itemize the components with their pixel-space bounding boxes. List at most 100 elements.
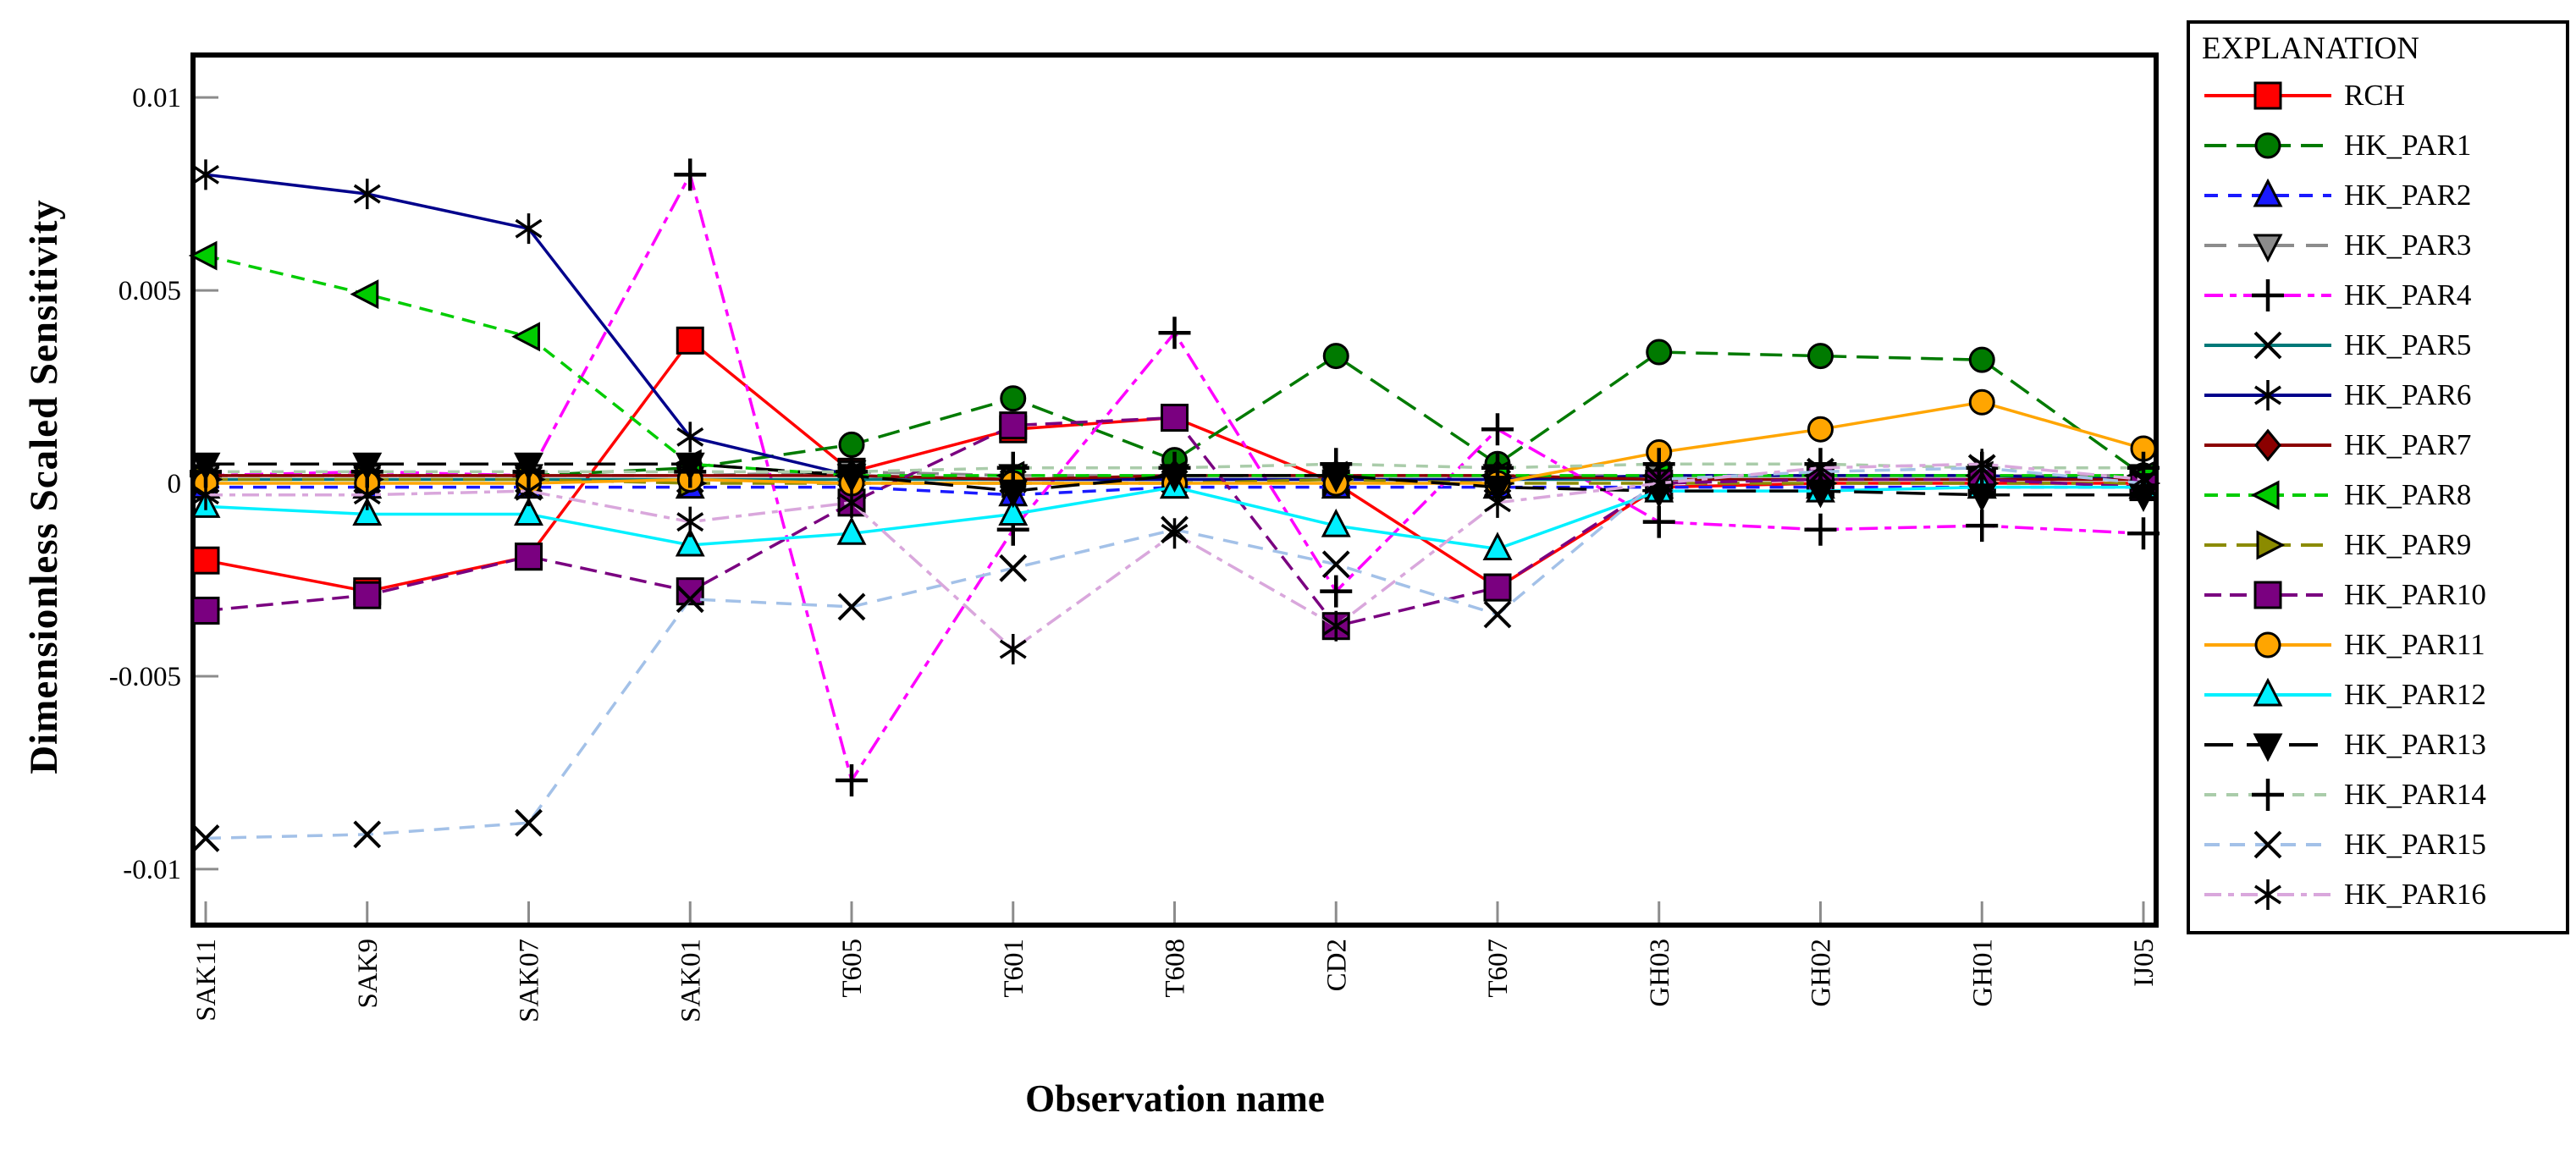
triangle-down-marker [1966, 483, 1997, 512]
legend-item-HK_PAR11: HK_PAR11 [2200, 620, 2566, 669]
legend-item-HK_PAR7: HK_PAR7 [2200, 420, 2566, 470]
square-marker [2253, 581, 2282, 609]
legend-label: HK_PAR10 [2344, 577, 2486, 611]
legend-sample [2204, 733, 2331, 762]
legend-label: HK_PAR13 [2344, 727, 2486, 761]
legend-label: HK_PAR16 [2344, 877, 2486, 911]
legend-label: HK_PAR15 [2344, 827, 2486, 861]
x-tick-label: GH02 [1807, 939, 1837, 1007]
x-tick-label: T608 [1161, 939, 1191, 998]
legend-item-HK_PAR16: HK_PAR16 [2200, 869, 2566, 919]
asterisk-marker [2254, 379, 2281, 410]
x-tick-label: T607 [1483, 939, 1514, 998]
x-tick-label: GH01 [1967, 939, 1998, 1007]
legend-sample [2204, 81, 2331, 109]
plus-marker [2252, 778, 2284, 811]
asterisk-marker [676, 421, 704, 453]
legend-sample [2204, 778, 2331, 811]
legend-item-HK_PAR10: HK_PAR10 [2200, 570, 2566, 620]
legend-sample [2204, 581, 2331, 609]
asterisk-marker [1968, 449, 1996, 480]
legend-rows: RCH HK_PAR1 HK_PAR2 HK_PAR3 HK_PAR4 HK_PAR5 HK… [2200, 70, 2566, 919]
legend-label: HK_PAR11 [2344, 627, 2485, 661]
legend-box: EXPLANATION RCH HK_PAR1 HK_PAR2 HK_PAR3 HK_P… [2187, 20, 2569, 934]
x-tick-label: GH03 [1645, 939, 1675, 1007]
asterisk-marker [353, 179, 381, 210]
legend-sample [2204, 530, 2331, 559]
legend-sample [2204, 480, 2331, 510]
x-tick-label: CD2 [1321, 939, 1352, 991]
legend-label: HK_PAR4 [2344, 278, 2472, 311]
square-marker [353, 581, 382, 609]
x-tick-label: SAK01 [676, 939, 706, 1022]
plus-marker [2252, 278, 2284, 311]
plus-marker [1966, 510, 1999, 543]
x-tick-label: T601 [999, 939, 1029, 998]
x-marker [2253, 830, 2282, 858]
legend-label: HK_PAR3 [2344, 228, 2472, 262]
x-axis: SAK11 SAK9 SAK07 SAK01 T605 T601 T608 CD2 T607 GH… [191, 901, 2160, 1022]
asterisk-marker [1484, 487, 1511, 518]
plus-marker [836, 764, 868, 797]
diamond-marker [2254, 428, 2281, 461]
legend-sample [2204, 234, 2331, 262]
legend-sample [2204, 132, 2331, 158]
x-tick-label: SAK9 [353, 939, 383, 1009]
asterisk-marker [2254, 879, 2281, 910]
asterisk-marker [1807, 452, 1834, 483]
legend-label: HK_PAR6 [2344, 377, 2472, 411]
square-marker [191, 546, 220, 575]
x-axis-title: Observation name [1025, 1077, 1325, 1120]
legend-item-HK_PAR14: HK_PAR14 [2200, 769, 2566, 819]
asterisk-marker [515, 476, 543, 507]
asterisk-marker [1645, 468, 1673, 499]
legend-item-HK_PAR13: HK_PAR13 [2200, 719, 2566, 769]
triangle-down-marker [2253, 733, 2283, 762]
y-tick-label: 0.01 [132, 83, 181, 113]
plus-marker [1320, 575, 1353, 608]
x-marker [2253, 331, 2282, 359]
legend-label: HK_PAR7 [2344, 427, 2472, 461]
legend-item-HK_PAR4: HK_PAR4 [2200, 270, 2566, 320]
x-marker [837, 592, 866, 621]
legend-item-HK_PAR8: HK_PAR8 [2200, 470, 2566, 520]
square-marker [1483, 573, 1512, 602]
circle-marker [2254, 631, 2281, 658]
legend-label: HK_PAR1 [2344, 128, 2472, 162]
plus-marker [1158, 451, 1191, 484]
plus-marker [2127, 517, 2160, 550]
x-tick-label: SAK07 [515, 939, 545, 1022]
circle-marker [1968, 346, 1995, 373]
triangle-up-marker [1321, 508, 1351, 537]
asterisk-marker [676, 506, 704, 537]
x-tick-label: T605 [837, 939, 868, 998]
triangle-left-marker [2250, 480, 2280, 510]
legend-label: HK_PAR5 [2344, 328, 2472, 361]
square-marker [999, 411, 1028, 440]
plus-marker [1642, 505, 1675, 538]
legend-sample [2204, 830, 2331, 858]
square-marker [515, 543, 543, 571]
triangle-up-marker [998, 497, 1029, 526]
square-marker [2253, 81, 2282, 109]
y-axis: 0.01 0.005 0 -0.005 -0.01 [109, 83, 218, 885]
circle-marker [838, 431, 865, 458]
asterisk-marker [999, 634, 1027, 665]
legend-sample [2204, 379, 2331, 410]
plus-marker [836, 455, 868, 488]
asterisk-marker [838, 487, 865, 518]
y-tick-label: 0.005 [119, 276, 181, 306]
legend-sample [2204, 879, 2331, 910]
triangle-down-marker [2253, 234, 2283, 262]
legend-item-HK_PAR2: HK_PAR2 [2200, 170, 2566, 220]
asterisk-marker [192, 479, 219, 510]
plus-marker [1320, 448, 1353, 481]
y-tick-label: -0.01 [123, 855, 181, 885]
x-tick-label: SAK11 [191, 939, 222, 1022]
legend-sample [2204, 677, 2331, 706]
triangle-up-marker [352, 497, 383, 526]
plus-marker [674, 158, 707, 191]
plus-marker [1481, 451, 1514, 484]
square-marker [191, 596, 220, 625]
triangle-up-marker [2253, 178, 2283, 207]
